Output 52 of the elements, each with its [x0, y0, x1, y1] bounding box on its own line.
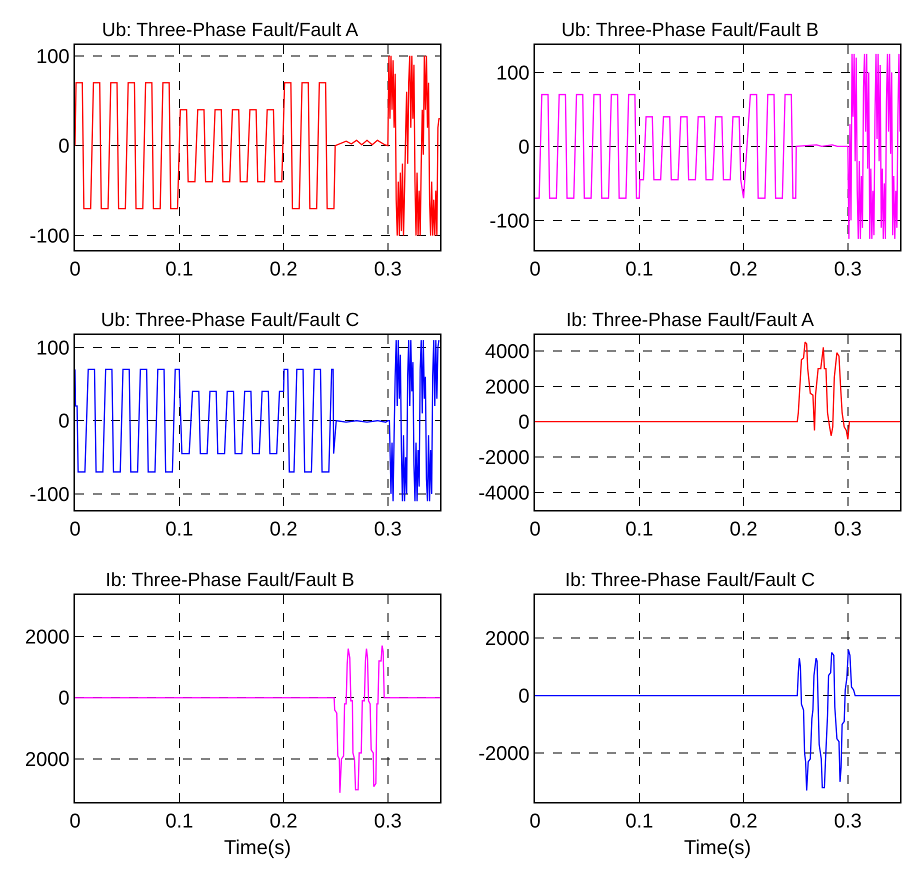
chart-title: Ub: Three-Phase Fault/Fault C: [100, 310, 360, 332]
x-tick-label: 0.2: [730, 518, 758, 540]
y-tick-label: 0: [58, 410, 70, 433]
y-tick-label: -2000: [478, 446, 530, 469]
x-tick-label: 0.2: [270, 258, 298, 280]
chart-title: Ib: Three-Phase Fault/Fault A: [566, 310, 814, 332]
x-tick-label: 0.1: [625, 258, 654, 280]
x-tick-label: 0.1: [625, 810, 654, 832]
line-series: [75, 339, 440, 502]
y-tick-label: -100: [29, 484, 70, 506]
x-tick-label: 0.2: [270, 518, 298, 540]
y-tick-label: -2000: [478, 743, 530, 766]
y-tick-label: 100: [36, 46, 70, 68]
y-tick-label: 2000: [485, 628, 530, 650]
x-tick-label: 0.3: [834, 518, 862, 540]
line-series: [535, 341, 900, 440]
y-tick-label: 0: [518, 412, 530, 434]
line-series: [535, 53, 900, 240]
x-axis-title: Time(s): [684, 836, 752, 859]
x-tick-label: 0.3: [834, 258, 862, 280]
y-tick-label: 100: [496, 62, 530, 84]
y-tick-label: -4000: [478, 482, 530, 504]
line-series: [75, 55, 440, 236]
chart-title: Ub: Three-Phase Fault/Fault B: [561, 20, 819, 42]
x-tick-label: 0.2: [730, 810, 758, 832]
x-tick-label: 0.2: [270, 810, 298, 832]
x-tick-label: 0.3: [374, 518, 402, 540]
y-tick-label: 0: [58, 136, 70, 158]
x-tick-label: 0.3: [834, 810, 862, 832]
y-tick-label: 0: [518, 686, 530, 708]
y-tick-label: 0: [58, 688, 70, 710]
y-tick-label: 2000: [485, 376, 530, 398]
y-tick-label: -100: [489, 210, 530, 232]
x-axis-title: Time(s): [224, 836, 292, 859]
x-tick-label: 0.1: [165, 258, 194, 280]
x-tick-label: 0.1: [165, 518, 194, 540]
x-tick-label: 0.3: [374, 258, 402, 280]
y-tick-label: 0: [518, 136, 530, 158]
x-tick-label: 0.1: [165, 810, 194, 832]
x-tick-label: 0.3: [374, 810, 402, 832]
x-tick-label: 0.2: [730, 258, 758, 280]
chart-title: Ib: Three-Phase Fault/Fault C: [565, 570, 815, 592]
chart-title: Ib: Three-Phase Fault/Fault B: [106, 570, 354, 592]
y-tick-label: 2000: [25, 749, 70, 772]
y-tick-label: 4000: [485, 340, 530, 363]
x-tick-label: 0.1: [625, 518, 654, 540]
chart-title: Ub: Three-Phase Fault/Fault A: [102, 20, 358, 42]
y-tick-label: 100: [36, 337, 70, 360]
line-series: [535, 648, 900, 792]
y-tick-label: 2000: [25, 626, 70, 648]
y-tick-label: -100: [29, 226, 70, 248]
line-series: [75, 644, 440, 794]
